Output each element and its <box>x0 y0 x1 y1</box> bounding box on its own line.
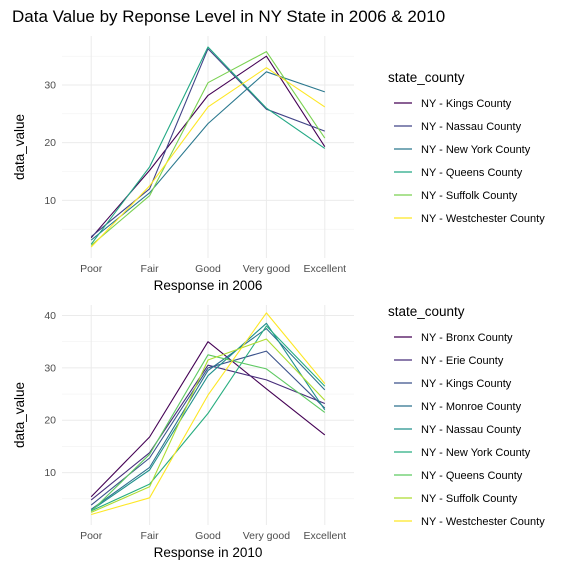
x-tick-label: Poor <box>80 263 103 275</box>
legend-label-ny-nassau-county: NY - Nassau County <box>421 424 522 436</box>
legend-label-ny-new-york-county: NY - New York County <box>421 447 531 459</box>
panel-2010: 10 20 30 40 Poor Fair Good Very good Excellent Re… <box>12 304 545 560</box>
x-tick-label: Poor <box>80 530 103 542</box>
legend-label-ny-queens-county: NY - Queens County <box>421 167 523 179</box>
series-line-ny-nassau-county <box>90 322 326 511</box>
y-tick-label: 10 <box>44 467 56 479</box>
legend-label-ny-suffolk-county: NY - Suffolk County <box>421 190 518 202</box>
chart-title: Data Value by Reponse Level in NY State … <box>12 7 445 26</box>
series-line-ny-new-york-county <box>90 71 325 241</box>
x-axis-label: Response in 2010 <box>154 545 263 560</box>
x-tick-label: Excellent <box>303 530 346 542</box>
x-tick-label: Excellent <box>303 263 346 275</box>
x-tick-label: Very good <box>243 530 290 542</box>
y-tick-label: 30 <box>44 362 56 374</box>
legend-label-ny-monroe-county: NY - Monroe County <box>421 401 522 413</box>
series-line-ny-westchester-county <box>90 67 326 248</box>
y-tick-label: 10 <box>44 195 56 207</box>
y-tick-label: 40 <box>44 310 56 322</box>
x-tick-label: Very good <box>243 263 290 275</box>
series-line-ny-new-york-county <box>90 325 326 512</box>
x-tick-label: Fair <box>141 263 160 275</box>
legend-label-ny-new-york-county: NY - New York County <box>421 144 531 156</box>
legend-label-ny-queens-county: NY - Queens County <box>421 470 523 482</box>
series-line-ny-monroe-county <box>90 328 326 510</box>
legend-title: state_county <box>388 70 465 85</box>
series-line-ny-queens-county <box>90 354 326 512</box>
y-tick-label: 20 <box>44 137 56 149</box>
legend-label-ny-westchester-county: NY - Westchester County <box>421 213 545 225</box>
panel-2006: 10 20 30 Poor Fair Good Very good Excellent Resp… <box>12 36 545 293</box>
series-line-ny-bronx-county <box>90 341 326 498</box>
x-axis-label: Response in 2006 <box>154 278 263 293</box>
series-line-ny-erie-county <box>90 364 326 501</box>
y-axis-label: data_value <box>12 114 27 180</box>
x-tick-label: Good <box>195 530 221 542</box>
legend-label-ny-suffolk-county: NY - Suffolk County <box>421 493 518 505</box>
x-tick-label: Good <box>195 263 221 275</box>
legend-label-ny-bronx-county: NY - Bronx County <box>421 332 513 344</box>
series-line-ny-suffolk-county <box>90 338 326 513</box>
legend-label-ny-kings-county: NY - Kings County <box>421 378 512 390</box>
legend-label-ny-kings-county: NY - Kings County <box>421 98 512 110</box>
legend-label-ny-erie-county: NY - Erie County <box>421 355 504 367</box>
series-line-ny-nassau-county <box>90 48 325 238</box>
legend-label-ny-nassau-county: NY - Nassau County <box>421 121 522 133</box>
legend-title: state_county <box>388 304 465 319</box>
y-tick-label: 20 <box>44 415 56 427</box>
x-tick-label: Fair <box>141 530 160 542</box>
series-line-ny-westchester-county <box>91 312 326 516</box>
legend-label-ny-westchester-county: NY - Westchester County <box>421 516 545 528</box>
y-axis-label: data_value <box>12 382 27 448</box>
y-tick-label: 30 <box>44 80 56 92</box>
series-line-ny-queens-county <box>90 46 326 245</box>
